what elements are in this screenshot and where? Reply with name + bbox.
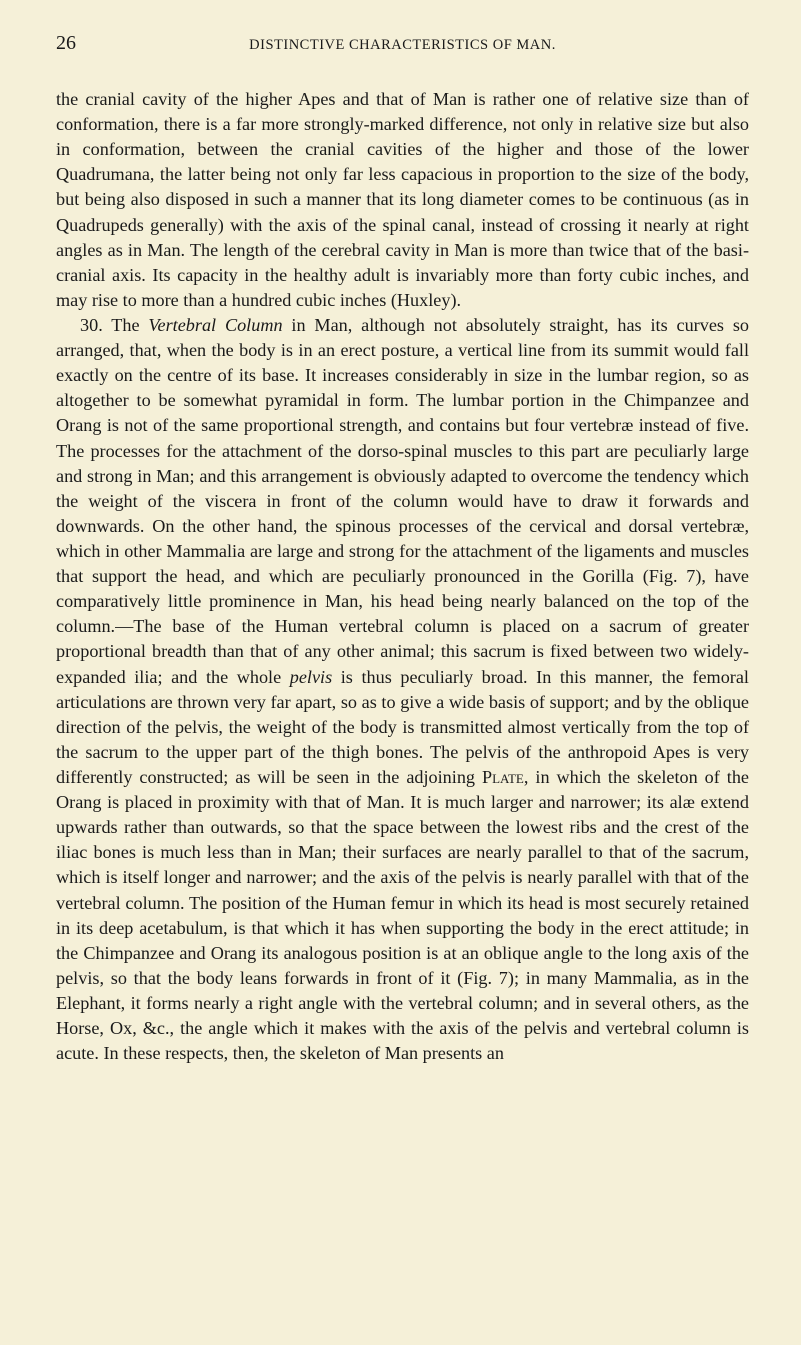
- p2-text-b: in Man, although not absolutely straight…: [56, 315, 749, 687]
- p2-italic-pelvis: pelvis: [290, 667, 332, 687]
- p2-italic-vertebral-column: Vertebral Column: [148, 315, 282, 335]
- running-head: DISTINCTIVE CHARACTERISTICS OF MAN.: [116, 37, 689, 54]
- p2-text-d: , in which the skeleton of the Orang is …: [56, 767, 749, 1063]
- paragraph-2: 30. The Vertebral Column in Man, althoug…: [56, 313, 749, 1066]
- page-number: 26: [56, 32, 76, 55]
- body-text: the cranial cavity of the higher Apes an…: [56, 87, 749, 1066]
- paragraph-1: the cranial cavity of the higher Apes an…: [56, 87, 749, 313]
- p2-smallcaps-plate: Plate: [482, 767, 524, 787]
- page-header: 26 DISTINCTIVE CHARACTERISTICS OF MAN.: [56, 32, 749, 55]
- p2-text-a: 30. The: [80, 315, 148, 335]
